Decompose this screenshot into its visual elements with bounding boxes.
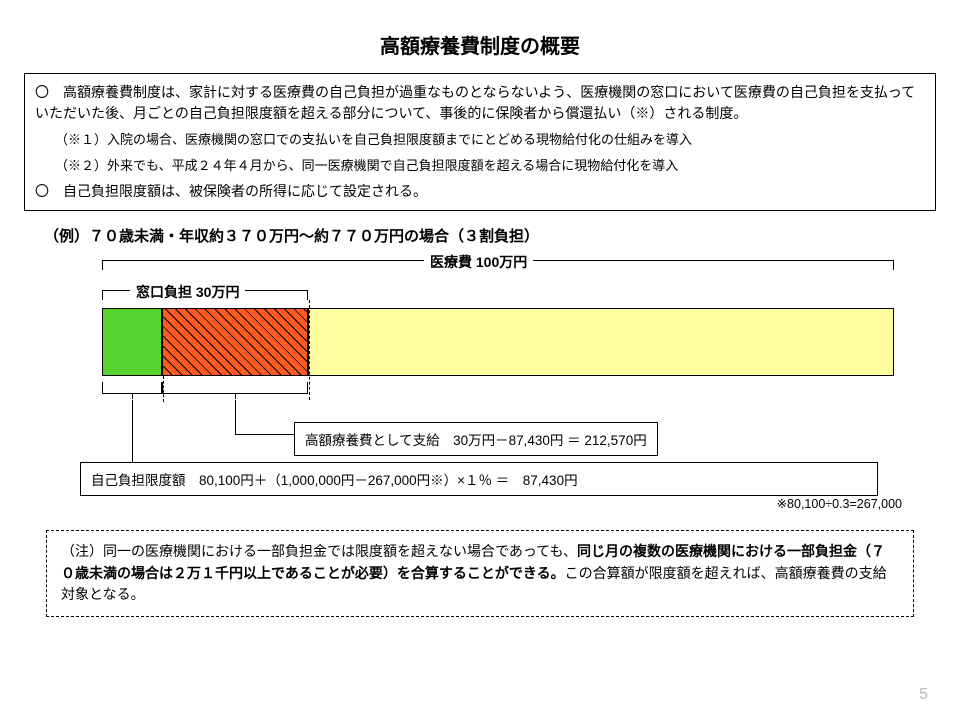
- page-number: 5: [919, 686, 928, 704]
- bracket-under-red: [162, 382, 308, 394]
- summary-note-2: （※２）外来でも、平成２４年４月から、同一医療機関で自己負担限度額を超える場合に…: [55, 156, 923, 176]
- bracket-under-green: [102, 382, 162, 394]
- callout-self-limit: 自己負担限度額 80,100円＋（1,000,000円－267,000円※）×１…: [80, 462, 878, 496]
- cost-breakdown-chart: 医療費 100万円 窓口負担 30万円 高額療養費として支給 30万円－87,4…: [24, 250, 936, 530]
- bar-segment-insurer: [308, 308, 894, 376]
- leader-to-limit-callout: [132, 400, 133, 470]
- side-footnote: ※80,100÷0.3=267,000: [777, 496, 902, 511]
- summary-note-1: （※１）入院の場合、医療機関の窓口での支払いを自己負担限度額までにとどめる現物給…: [55, 130, 923, 150]
- page-title: 高額療養費制度の概要: [0, 0, 960, 73]
- summary-para-2: 〇 自己負担限度額は、被保険者の所得に応じて設定される。: [35, 181, 923, 202]
- bottom-note-box: （注）同一の医療機関における一部負担金では限度額を超えない場合であっても、同じ月…: [46, 530, 914, 617]
- callout-refund: 高額療養費として支給 30万円－87,430円 ＝ 212,570円: [294, 422, 658, 456]
- leader-to-refund-callout-v: [235, 400, 236, 434]
- guide-dash-2: [309, 300, 310, 400]
- summary-para-1: 〇 高額療養費制度は、家計に対する医療費の自己負担が過重なものとならないよう、医…: [35, 82, 923, 124]
- label-window-30: 窓口負担 30万円: [130, 282, 245, 302]
- bar-segment-self-limit: [102, 308, 162, 376]
- leader-to-refund-callout-h: [235, 434, 295, 435]
- example-title: （例）７０歳未満・年収約３７０万円～約７７０万円の場合（３割負担）: [44, 225, 960, 246]
- label-total: 医療費 100万円: [424, 252, 533, 272]
- summary-box: 〇 高額療養費制度は、家計に対する医療費の自己負担が過重なものとならないよう、医…: [24, 73, 936, 211]
- bar-segment-refund: [162, 308, 308, 376]
- note-pre: （注）同一の医療機関における一部負担金では限度額を超えない場合であっても、: [61, 543, 577, 559]
